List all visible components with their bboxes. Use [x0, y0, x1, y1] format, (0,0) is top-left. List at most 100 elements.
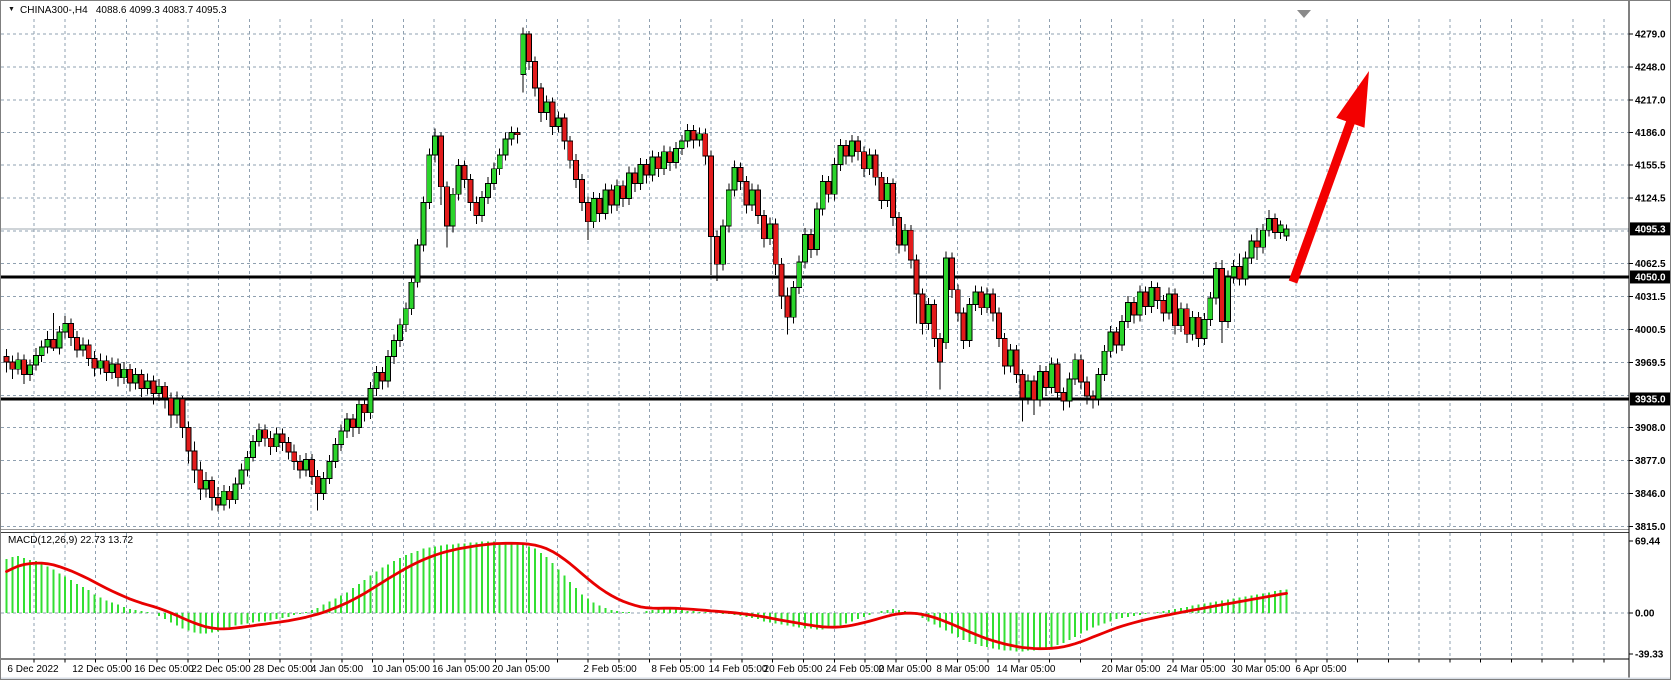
trend-arrow-shaft [1288, 113, 1358, 284]
time-axis-label: 6 Apr 05:00 [1295, 664, 1347, 675]
candle-bear [784, 295, 791, 318]
candle-bull [62, 323, 69, 333]
candle-bear [1031, 380, 1038, 401]
candle-bull [1230, 265, 1237, 278]
candle-bear [1078, 359, 1085, 383]
candle-bear [1001, 338, 1008, 367]
candle-bull [1066, 378, 1073, 402]
chart-title: ▼ CHINA300-,H4 4088.6 4099.3 4083.7 4095.3 [8, 5, 227, 16]
time-axis-label: 24 Mar 05:00 [1167, 664, 1226, 675]
price-axis-label: 3969.5 [1635, 358, 1666, 369]
candle-bull [901, 229, 908, 246]
candle-bear [919, 293, 926, 325]
ohlc-readout: 4088.6 4099.3 4083.7 4095.3 [95, 5, 227, 16]
candle-bull [1048, 363, 1055, 388]
candle-bull [132, 374, 139, 384]
candle-bull [1224, 276, 1231, 322]
candle-bull [273, 433, 280, 448]
candle-bull [884, 183, 891, 202]
candle-bear [21, 359, 28, 376]
candle-bear [291, 451, 298, 463]
candle-bear [549, 101, 556, 127]
candle-bear [854, 140, 861, 153]
macd-indicator-label: MACD(12,26,9) 22.73 13.72 [8, 535, 134, 546]
candle-bull [684, 130, 691, 142]
candle-bear [761, 214, 767, 240]
price-axis-label: 4031.5 [1635, 292, 1666, 303]
candlestick-series [3, 27, 1290, 512]
candle-bear [561, 117, 568, 142]
candle-bull [485, 183, 491, 198]
candle-bull [244, 456, 251, 471]
candle-bear [896, 217, 902, 246]
chart-shift-marker[interactable] [1297, 10, 1311, 18]
candle-bear [872, 154, 879, 178]
candle-bull [15, 359, 22, 370]
candle-bull [391, 340, 398, 357]
candle-bear [714, 236, 720, 265]
candle-bull [27, 364, 33, 376]
candle-bear [68, 323, 75, 338]
candle-bear [937, 338, 944, 363]
price-axis-label: 4062.5 [1635, 259, 1666, 270]
candle-bull [819, 181, 826, 210]
price-axis-label: 3908.0 [1635, 423, 1666, 434]
candle-bear [954, 289, 961, 314]
candle-bull [396, 324, 403, 342]
candle-bear [9, 361, 16, 370]
candle-bull [402, 308, 409, 326]
candle-bear [931, 304, 938, 339]
candle-bear [755, 189, 762, 216]
candle-bear [960, 312, 967, 342]
candle-bull [355, 403, 362, 429]
candle-bear [1160, 299, 1167, 314]
time-axis-label: 24 Feb 05:00 [826, 664, 885, 675]
candle-bear [261, 429, 268, 439]
candle-bear [191, 450, 198, 471]
price-scale[interactable]: 4279.0 4248.0 4217.0 4186.0 4155.5 4124.5 4062… [1629, 30, 1671, 661]
candle-bear [690, 130, 697, 141]
candle-bull [625, 172, 632, 199]
candle-bull [1007, 349, 1014, 367]
time-axis-label: 2 Feb 05:00 [583, 664, 637, 675]
candle-bull [831, 164, 838, 195]
candle-bear [655, 156, 662, 170]
candle-bear [778, 263, 785, 297]
price-axis-label: 4279.0 [1635, 30, 1666, 41]
candle-bear [1183, 308, 1190, 335]
candle-bear [526, 33, 533, 63]
candle-bear [1236, 265, 1243, 280]
candle-bear [91, 358, 98, 369]
candle-bear [1254, 240, 1261, 248]
candle-bull [1136, 291, 1143, 316]
candle-bear [1142, 291, 1149, 308]
trend-arrow[interactable] [1288, 71, 1369, 284]
candle-bear [267, 437, 274, 448]
candle-bull [1107, 331, 1114, 352]
candle-bull [1125, 301, 1132, 322]
macd-axis-label: -39.33 [1635, 649, 1664, 660]
candle-bull [120, 368, 127, 379]
candle-bull [543, 101, 550, 113]
candle-bull [508, 132, 515, 140]
candle-bear [878, 176, 885, 202]
price-axis-label: 4217.0 [1635, 95, 1666, 106]
symbol-dropdown-icon[interactable]: ▼ [8, 6, 15, 13]
window-bottom-strip [1, 677, 1670, 679]
candle-bull [173, 398, 180, 416]
candle-bull [719, 225, 726, 265]
candle-bull [56, 331, 63, 349]
price-axis-label: 4000.5 [1635, 325, 1666, 336]
candle-bull [1189, 316, 1196, 335]
candle-bear [579, 178, 585, 204]
candle-bull [455, 165, 462, 195]
candle-bull [1072, 359, 1079, 380]
candle-bull [38, 346, 45, 356]
current-price-label [1630, 222, 1670, 236]
candle-bull [373, 372, 380, 389]
price-axis-label: 4186.0 [1635, 128, 1666, 139]
candle-bull [1148, 287, 1155, 308]
candle-bear [85, 344, 92, 360]
